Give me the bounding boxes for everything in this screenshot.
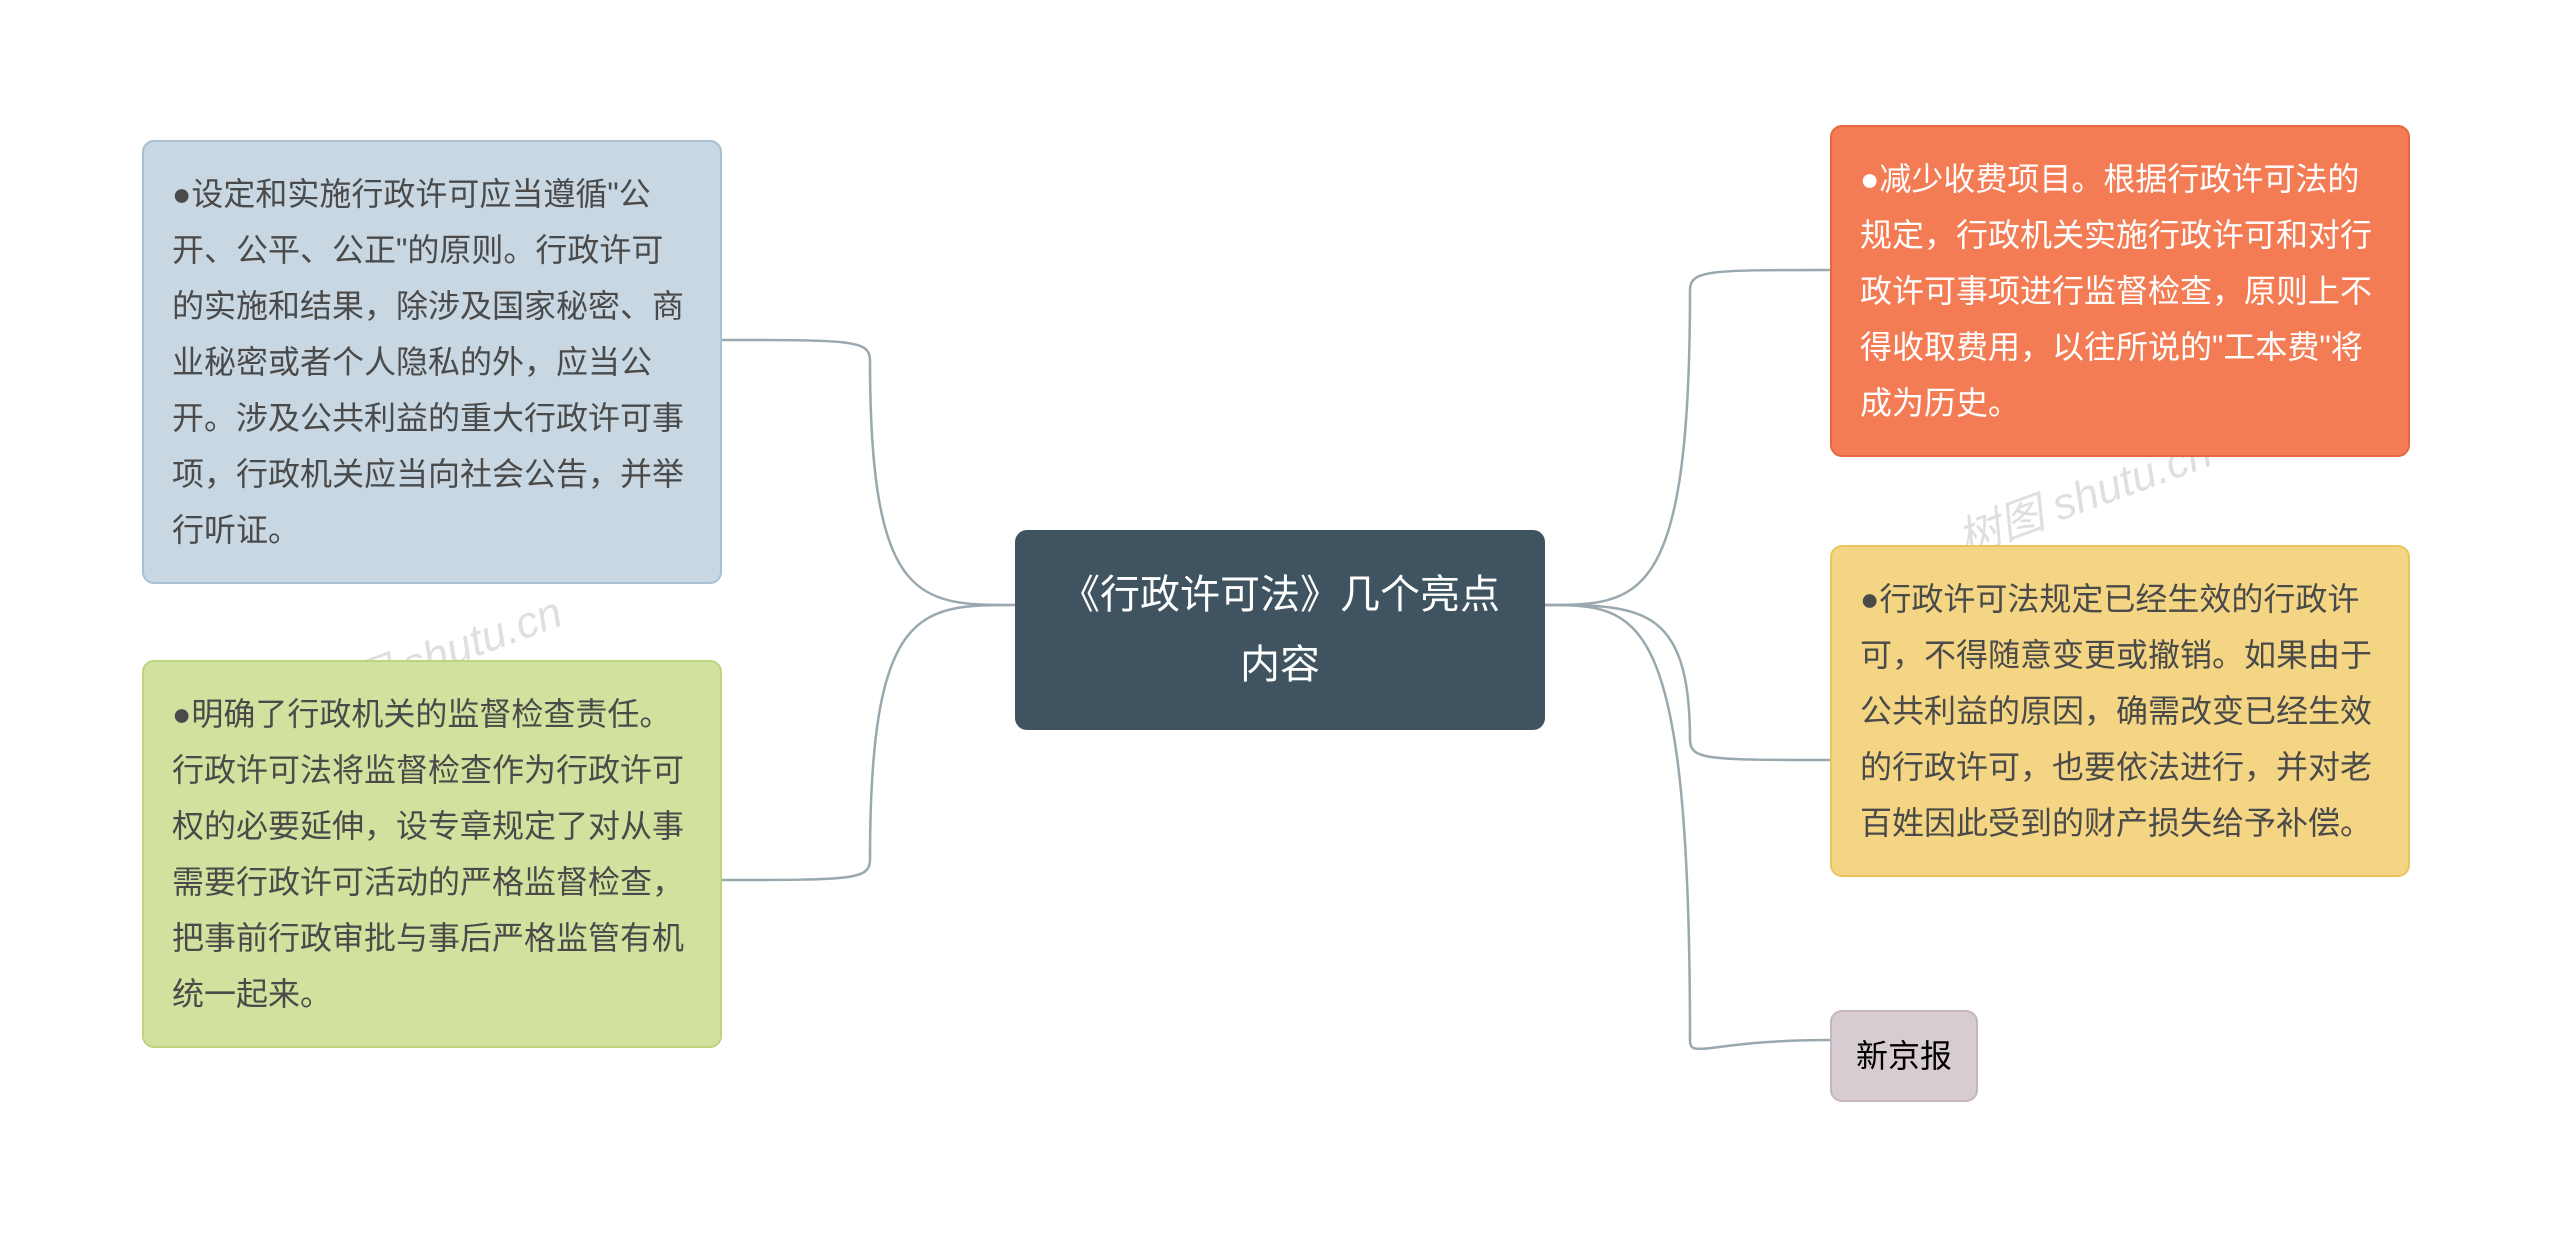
node-yellow[interactable]: ●行政许可法规定已经生效的行政许可，不得随意变更或撤销。如果由于公共利益的原因，… xyxy=(1830,545,2410,877)
center-node[interactable]: 《行政许可法》几个亮点内容 xyxy=(1015,530,1545,730)
node-green[interactable]: ●明确了行政机关的监督检查责任。行政许可法将监督检查作为行政许可权的必要延伸，设… xyxy=(142,660,722,1048)
node-green-text: ●明确了行政机关的监督检查责任。行政许可法将监督检查作为行政许可权的必要延伸，设… xyxy=(172,696,684,1012)
node-purple-text: 新京报 xyxy=(1856,1038,1952,1074)
center-node-text: 《行政许可法》几个亮点内容 xyxy=(1060,573,1500,687)
node-blue-text: ●设定和实施行政许可应当遵循"公开、公平、公正"的原则。行政许可的实施和结果，除… xyxy=(172,176,684,548)
node-blue[interactable]: ●设定和实施行政许可应当遵循"公开、公平、公正"的原则。行政许可的实施和结果，除… xyxy=(142,140,722,584)
node-purple[interactable]: 新京报 xyxy=(1830,1010,1978,1102)
mindmap-canvas: 树图 shutu.cn 树图 shutu.cn 《行政许可法》几个亮点内容 ●设… xyxy=(0,0,2560,1247)
node-orange-text: ●减少收费项目。根据行政许可法的规定，行政机关实施行政许可和对行政许可事项进行监… xyxy=(1860,161,2372,421)
node-orange[interactable]: ●减少收费项目。根据行政许可法的规定，行政机关实施行政许可和对行政许可事项进行监… xyxy=(1830,125,2410,457)
node-yellow-text: ●行政许可法规定已经生效的行政许可，不得随意变更或撤销。如果由于公共利益的原因，… xyxy=(1860,581,2372,841)
